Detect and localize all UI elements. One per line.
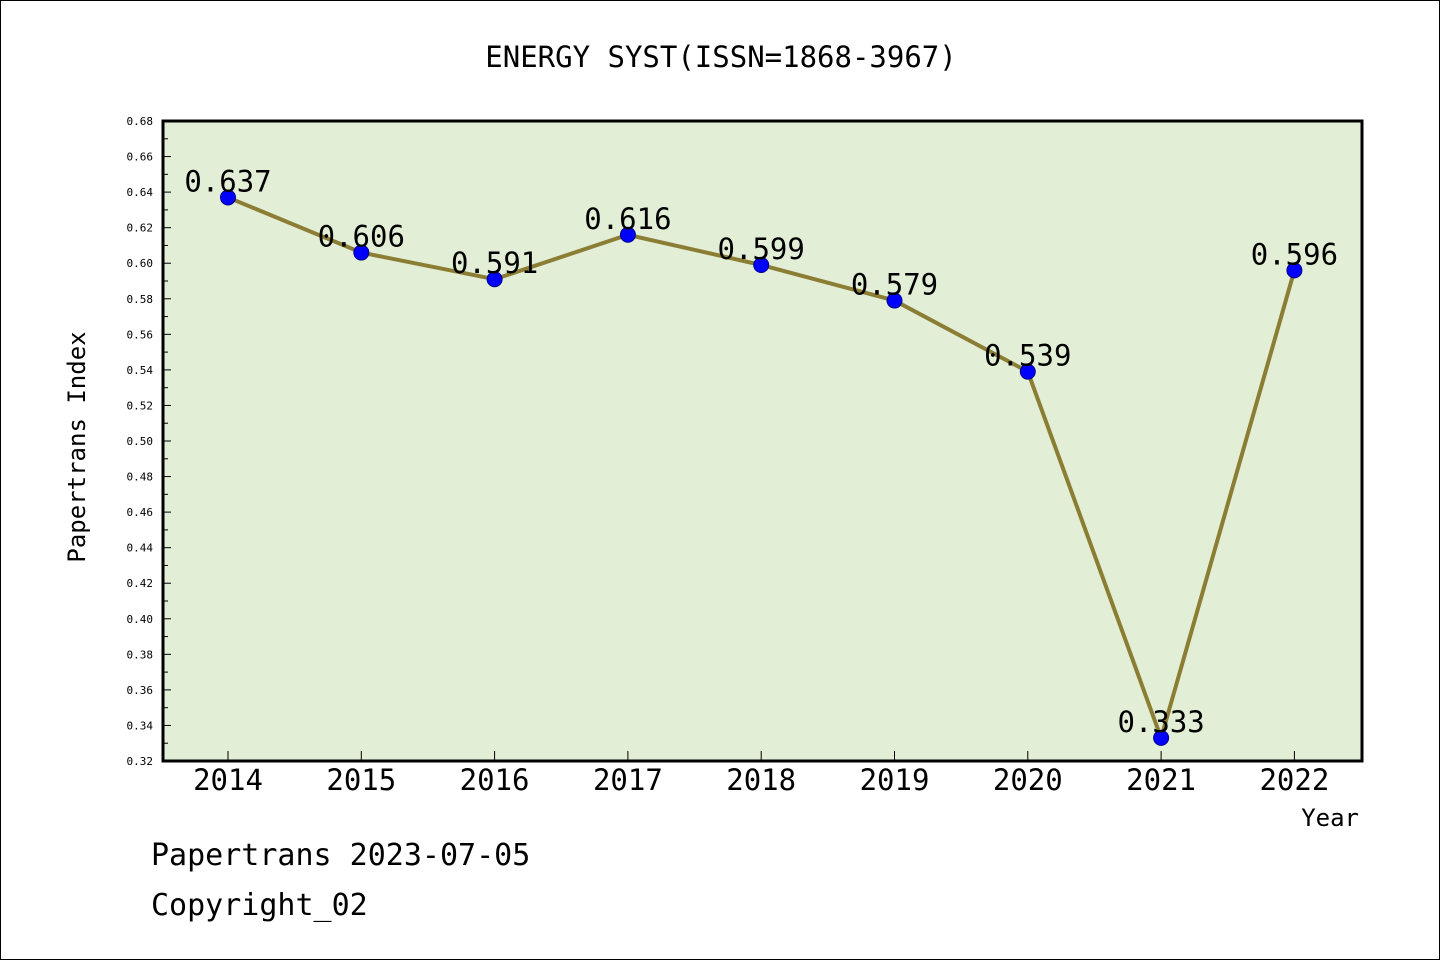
x-axis-label: Year	[1301, 804, 1359, 832]
y-tick-label: 0.44	[127, 542, 154, 555]
data-label: 0.333	[1117, 705, 1204, 739]
data-label: 0.616	[584, 202, 671, 236]
data-point	[1286, 262, 1303, 279]
y-tick-label: 0.68	[127, 115, 154, 128]
x-tick-label: 2018	[726, 763, 796, 797]
chart-title: ENERGY SYST(ISSN=1868-3967)	[485, 40, 956, 74]
data-label: 0.579	[851, 268, 938, 302]
x-tick-label: 2022	[1259, 763, 1329, 797]
y-tick-label: 0.38	[127, 648, 154, 661]
y-tick-label: 0.48	[127, 471, 154, 484]
x-axis: 2014 2015 2016 2017 2018 2019 2020 2021 2022	[193, 751, 1329, 797]
y-tick-label: 0.60	[127, 257, 154, 270]
data-label: 0.599	[718, 232, 805, 266]
y-tick-label: 0.46	[127, 506, 154, 519]
x-tick-label: 2017	[593, 763, 663, 797]
y-tick-label: 0.52	[127, 399, 154, 412]
footer-copyright: Copyright_02	[151, 888, 368, 923]
y-axis: 0.32 0.34 0.36 0.38 0.40 0.42 0.44 0.46 0.48 0.50…	[127, 115, 171, 768]
data-label: 0.637	[184, 164, 271, 198]
data-point	[1153, 729, 1170, 746]
y-tick-label: 0.36	[127, 684, 154, 697]
data-point	[486, 271, 503, 288]
x-tick-label: 2021	[1126, 763, 1196, 797]
plot-border	[161, 119, 1364, 763]
x-tick-label: 2016	[460, 763, 530, 797]
data-label: 0.596	[1251, 237, 1338, 271]
y-tick-label: 0.64	[127, 186, 154, 199]
data-labels: 0.637 0.606 0.591 0.616 0.599 0.579 0.539 0.333…	[184, 164, 1338, 738]
y-tick-label: 0.32	[127, 755, 154, 768]
plot-area	[163, 121, 1362, 761]
x-tick-label: 2014	[193, 763, 263, 797]
data-label: 0.539	[984, 339, 1071, 373]
y-tick-label: 0.54	[127, 364, 154, 377]
footer-date: Papertrans 2023-07-05	[151, 838, 530, 873]
x-tick-label: 2015	[326, 763, 396, 797]
y-tick-label: 0.42	[127, 577, 154, 590]
x-tick-label: 2019	[860, 763, 930, 797]
data-point	[753, 257, 770, 273]
y-tick-label: 0.62	[127, 222, 154, 235]
data-point	[886, 292, 903, 309]
data-point	[353, 244, 370, 261]
y-tick-label: 0.34	[127, 719, 154, 732]
data-point	[619, 226, 636, 243]
x-tick-label: 2020	[993, 763, 1063, 797]
y-tick-label: 0.40	[127, 613, 154, 626]
y-tick-label: 0.58	[127, 293, 154, 306]
data-label: 0.606	[318, 220, 405, 254]
data-label: 0.591	[451, 246, 538, 280]
y-axis-label: Papertrans Index	[63, 331, 91, 562]
y-tick-label: 0.56	[127, 328, 154, 341]
data-point	[1019, 363, 1036, 380]
series-line	[220, 189, 1303, 746]
y-tick-label: 0.66	[127, 151, 154, 164]
data-point	[220, 189, 236, 206]
y-tick-label: 0.50	[127, 435, 154, 448]
